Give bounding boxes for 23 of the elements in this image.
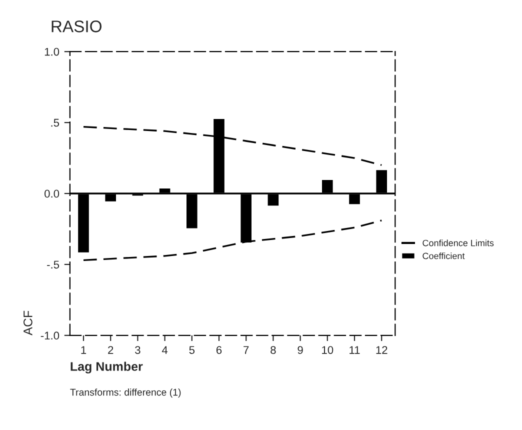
y-axis-title: ACF bbox=[24, 310, 32, 336]
text: Transforms: difference (1) bbox=[70, 388, 181, 398]
x-tick-label: 11 bbox=[350, 346, 360, 354]
x-tick-label: 10 bbox=[322, 346, 334, 354]
chart-title: RASIO bbox=[52, 20, 102, 32]
y-tick-label: 1.0 bbox=[44, 48, 60, 56]
x-tick-label: 2 bbox=[108, 346, 114, 354]
x-tick-label: 6 bbox=[216, 346, 222, 354]
x-tick-label: 8 bbox=[270, 346, 276, 354]
x-axis-title: Lag Number bbox=[70, 362, 143, 374]
y-tick-label: -.5 bbox=[47, 260, 60, 269]
x-tick-label: 4 bbox=[162, 346, 168, 354]
x-tick-label: 7 bbox=[244, 346, 249, 354]
y-tick-label: 0.0 bbox=[44, 190, 60, 198]
legend-label: Coefficient bbox=[422, 252, 465, 260]
y-tick-label: .5 bbox=[51, 118, 60, 127]
x-tick-label: 12 bbox=[376, 346, 388, 354]
x-tick-label: 3 bbox=[135, 346, 140, 354]
legend-label: Confidence Limits bbox=[422, 240, 494, 246]
x-tick-label: 5 bbox=[189, 346, 195, 354]
x-tick-label: 9 bbox=[298, 346, 303, 354]
y-tick-label: -1.0 bbox=[40, 332, 60, 340]
x-tick-label: 1 bbox=[81, 346, 86, 354]
